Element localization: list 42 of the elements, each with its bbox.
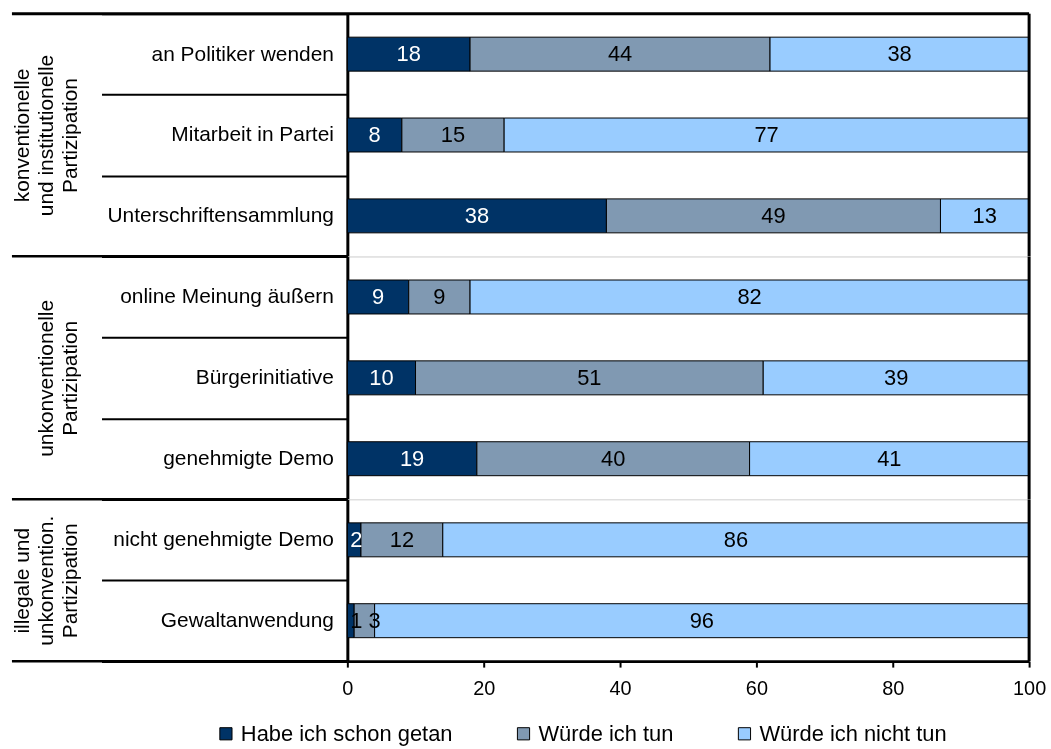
y-tick-label: genehmigte Demo	[163, 446, 334, 470]
x-tick-label: 100	[1013, 677, 1047, 700]
y-axis-title: unkonventionelle Partizipation	[34, 299, 82, 457]
data-label: 10	[369, 364, 394, 390]
data-label: 51	[577, 364, 602, 390]
data-label: 38	[464, 202, 490, 228]
legend-label: Würde ich tun	[538, 720, 674, 746]
x-tick-label: 60	[745, 677, 768, 700]
data-label: 9	[433, 283, 446, 309]
legend-label: Würde ich nicht tun	[759, 720, 947, 746]
y-tick-label: nicht genehmigte Demo	[113, 527, 334, 551]
data-label: 15	[440, 121, 466, 147]
y-tick-label: an Politiker wenden	[151, 41, 334, 65]
y-axis-title: konventionelle und institutionelle Partizipation	[10, 54, 82, 217]
y-axis-title: illegale und unkonvention. Partizipation	[10, 515, 82, 646]
y-tick-label: Gewaltanwendung	[160, 608, 334, 632]
data-label: 2	[350, 526, 363, 552]
data-label: 19	[399, 445, 425, 471]
y-tick-label: Bürgerinitiative	[195, 365, 334, 389]
data-label: 12	[389, 526, 415, 552]
x-tick-label: 40	[609, 677, 632, 700]
legend-label: Habe ich schon getan	[240, 720, 453, 746]
data-label: 18	[396, 41, 421, 67]
y-tick-label: Unterschriftensammlung	[107, 203, 334, 227]
data-label: 39	[883, 364, 909, 390]
x-tick-label: 20	[473, 677, 496, 700]
data-label: 38	[887, 41, 912, 67]
data-label: 44	[607, 41, 633, 67]
data-label: 82	[737, 283, 762, 309]
data-label: 49	[761, 202, 786, 228]
y-tick-label: Mitarbeit in Partei	[171, 122, 334, 146]
x-tick-label: 0	[342, 677, 354, 700]
data-label: 96	[689, 607, 715, 633]
data-label: 8	[368, 121, 381, 147]
data-label: 40	[601, 445, 626, 471]
data-label: 9	[371, 283, 385, 309]
x-tick-label: 80	[882, 677, 905, 700]
data-label: 86	[723, 526, 749, 552]
data-label: 13	[972, 202, 997, 228]
data-label: 77	[754, 121, 779, 147]
data-label: 41	[877, 445, 902, 471]
y-tick-label: online Meinung äußern	[120, 284, 334, 308]
